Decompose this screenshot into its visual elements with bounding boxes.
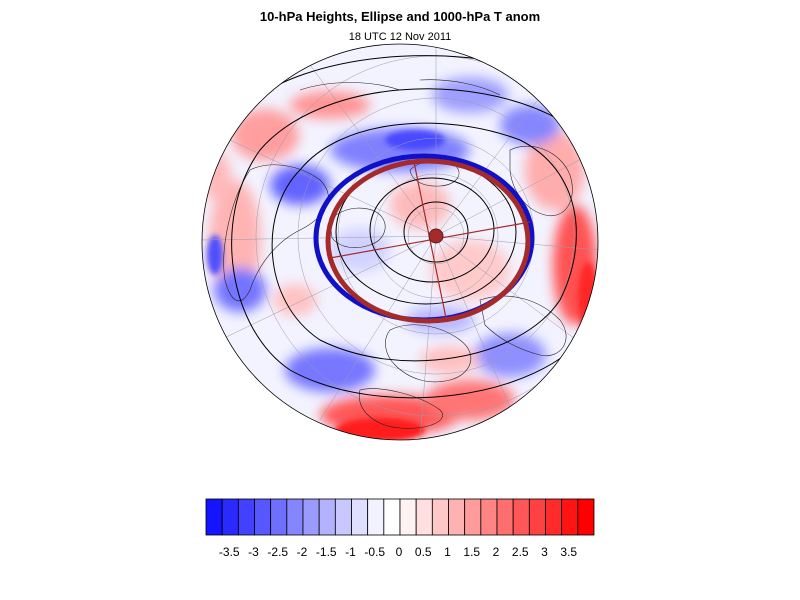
colorbar-swatch [561,498,579,536]
colorbar-tick-label: 0.5 [415,545,432,559]
colorbar-swatch [383,498,401,536]
colorbar-swatch [545,498,563,536]
colorbar-swatch [254,498,272,536]
colorbar-swatch [270,498,288,536]
colorbar-tick-label: -3.5 [219,545,240,559]
colorbar-swatch [367,498,385,536]
map-subtitle: 18 UTC 12 Nov 2011 [348,31,452,43]
globe-outline [201,43,599,441]
colorbar-swatch [221,498,239,536]
colorbar-tick-label: 2 [493,545,500,559]
colorbar-swatch [302,498,320,536]
colorbar-swatch [496,498,514,536]
fitted-vortex-ellipse [325,158,531,324]
colorbar-labels: -3.5 -3 -2.5 -2 -1.5 -1 -0.5 0 0.5 1 1.5 2 2.5 3 3.5 [219,545,578,559]
colorbar-tick-label: 0 [396,545,403,559]
colorbar-tick-label: 2.5 [512,545,529,559]
colorbar-swatch [334,498,352,536]
colorbar-tick-label: -1 [345,545,356,559]
colorbar-swatch [351,498,369,536]
colorbar-swatch [464,498,482,536]
colorbar-tick-label: 1.5 [463,545,480,559]
colorbar-swatch [237,498,255,536]
colorbar-tick-label: 1 [444,545,451,559]
colorbar-tick-label: -2 [297,545,308,559]
colorbar-swatch [528,498,546,536]
colorbar-swatch [577,498,595,536]
colorbar-swatch [448,498,466,536]
colorbar-swatch [205,498,223,536]
vortex-center-marker [428,228,444,244]
colorbar-swatch [318,498,336,536]
colorbar-tick-label: 3 [541,545,548,559]
colorbar-swatch [286,498,304,536]
temperature-anomaly-field [202,44,598,440]
colorbar-tick-label: -1.5 [316,545,337,559]
map-title: 10-hPa Heights, Ellipse and 1000-hPa T a… [259,9,541,24]
colorbar-tick-label: -0.5 [364,545,385,559]
graticule-lines [202,44,598,440]
colorbar-swatch [431,498,449,536]
colorbar-swatch [480,498,498,536]
colorbar-tick-label: -2.5 [267,545,288,559]
colorbar-boxes [205,498,595,536]
colorbar-swatch [415,498,433,536]
colorbar-swatch [399,498,417,536]
colorbar-tick-label: 3.5 [560,545,577,559]
colorbar-tick-label: -3 [248,545,259,559]
colorbar-swatch [512,498,530,536]
